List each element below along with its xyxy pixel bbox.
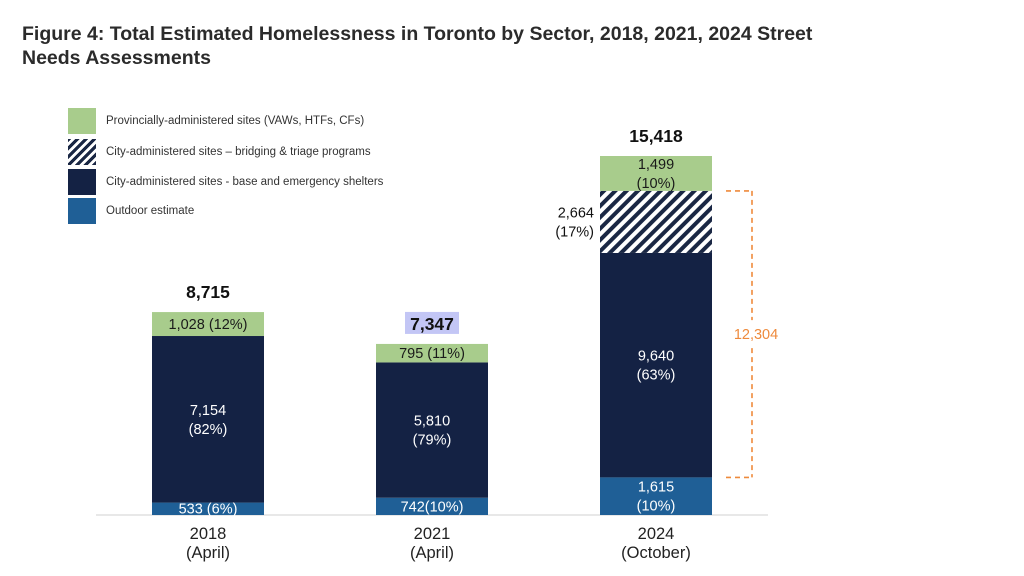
legend-swatch-outdoor [68, 198, 96, 224]
data-label-outdoor-2024-0: 1,615 [638, 480, 674, 496]
x-tick-label-2024: 2024 [638, 525, 675, 543]
total-label-2024: 15,418 [629, 126, 683, 146]
data-label-base-2021-0: 5,810 [414, 414, 450, 430]
bracket-label: 12,304 [734, 327, 778, 343]
data-label-base-2018-1: (82%) [189, 422, 228, 438]
bar-segment-base-2024 [600, 252, 712, 478]
legend-item-outdoor: Outdoor estimate [68, 198, 194, 224]
data-label-bridging-2024-0: 2,664 [558, 205, 594, 221]
legend-swatch-bridging [68, 139, 96, 165]
legend-label-outdoor: Outdoor estimate [106, 205, 195, 217]
data-label-provincial-2021-0: 795 (11%) [399, 346, 465, 362]
data-label-base-2024-0: 9,640 [638, 349, 674, 365]
chart-title: Figure 4: Total Estimated Homelessness i… [22, 22, 862, 70]
data-label-bridging-2024-1: (17%) [555, 224, 594, 240]
legend-swatch-base [68, 169, 96, 195]
data-label-provincial-2024-0: 1,499 [638, 157, 674, 173]
x-tick-label-2018: 2018 [190, 525, 227, 543]
x-tick-sublabel-2018: (April) [186, 544, 230, 562]
bar-segment-base-2018 [152, 336, 264, 503]
bars-group [96, 156, 768, 516]
total-label-2021: 7,347 [410, 314, 454, 334]
legend-label-provincial: Provincially-administered sites (VAWs, H… [106, 115, 365, 127]
total-highlight-2021 [405, 311, 459, 334]
bracket-12304 [726, 190, 753, 479]
data-label-base-2024-1: (63%) [637, 368, 676, 384]
legend-item-base: City-administered sites - base and emerg… [68, 169, 383, 195]
data-label-provincial-2024-1: (10%) [637, 176, 676, 192]
bar-segment-outdoor-2018 [152, 502, 264, 515]
legend-label-base: City-administered sites - base and emerg… [106, 176, 384, 188]
chart-title-line-2: Needs Assessments [22, 47, 211, 69]
data-label-provincial-2018-0: 1,028 (12%) [169, 317, 248, 333]
total-label-2018: 8,715 [186, 282, 230, 302]
legend-item-provincial: Provincially-administered sites (VAWs, H… [68, 108, 364, 134]
bar-segment-provincial-2024 [600, 156, 712, 191]
x-tick-label-2021: 2021 [414, 525, 451, 543]
data-label-outdoor-2024-1: (10%) [637, 499, 676, 515]
bar-segment-provincial-2018 [152, 312, 264, 337]
bar-segment-provincial-2021 [376, 343, 488, 363]
data-label-outdoor-2021-0: 742(10%) [401, 499, 464, 515]
data-label-base-2018-0: 7,154 [190, 403, 226, 419]
data-label-base-2021-1: (79%) [413, 433, 452, 449]
data-label-outdoor-2018-0: 533 (6%) [179, 502, 238, 518]
bar-segment-outdoor-2024 [600, 477, 712, 515]
x-tick-sublabel-2021: (April) [410, 544, 454, 562]
chart-title-line-1: Figure 4: Total Estimated Homelessness i… [22, 23, 813, 45]
x-tick-sublabel-2024: (October) [621, 544, 691, 562]
legend-item-bridging: City-administered sites – bridging & tri… [68, 139, 371, 165]
legend-swatch-provincial [68, 108, 96, 134]
labels-group: 533 (6%)7,154(82%)1,028 (12%)8,7152018(A… [169, 126, 779, 562]
legend-label-bridging: City-administered sites – bridging & tri… [106, 146, 371, 158]
bar-segment-base-2021 [376, 362, 488, 498]
bar-segment-bridging-2024 [600, 190, 712, 253]
bar-segment-outdoor-2021 [376, 497, 488, 515]
